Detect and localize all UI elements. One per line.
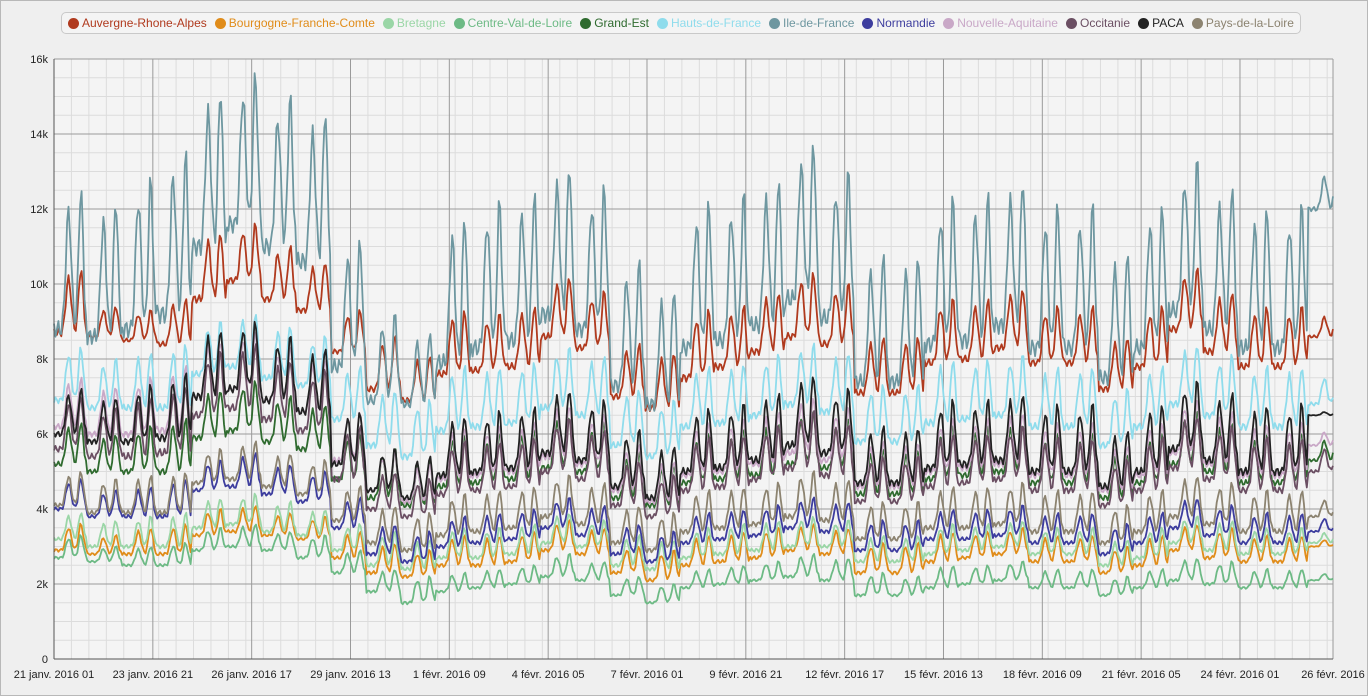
legend-label: PACA — [1152, 16, 1184, 30]
x-tick-label: 15 févr. 2016 13 — [904, 669, 983, 681]
legend: Auvergne-Rhone-Alpes Bourgogne-Franche-Co… — [61, 12, 1301, 34]
legend-label: Normandie — [876, 16, 936, 30]
legend-item[interactable]: Pays-de-la-Loire — [1191, 16, 1294, 30]
x-tick-label: 24 févr. 2016 01 — [1201, 669, 1280, 681]
legend-swatch — [1191, 17, 1203, 29]
legend-label: Centre-Val-de-Loire — [467, 16, 573, 30]
legend-swatch — [656, 17, 668, 29]
y-tick-label: 10k — [30, 279, 48, 291]
y-tick-label: 6k — [36, 429, 48, 441]
legend-swatch — [580, 17, 592, 29]
legend-label: Occitanie — [1080, 16, 1131, 30]
x-tick-label: 7 févr. 2016 01 — [611, 669, 684, 681]
legend-label: Bretagne — [396, 16, 446, 30]
x-tick-label: 26 janv. 2016 17 — [211, 669, 292, 681]
y-tick-label: 4k — [36, 504, 48, 516]
legend-item[interactable]: Normandie — [862, 16, 935, 30]
x-tick-label: 12 févr. 2016 17 — [805, 669, 884, 681]
legend-swatch — [1066, 17, 1077, 29]
legend-item[interactable]: Nouvelle-Aquitaine — [943, 16, 1058, 30]
x-tick-label: 23 janv. 2016 21 — [113, 669, 194, 681]
legend-item[interactable]: Auvergne-Rhone-Alpes — [68, 16, 207, 30]
x-tick-label: 4 févr. 2016 05 — [512, 669, 585, 681]
legend-label: Ile-de-France — [783, 16, 855, 30]
y-tick-label: 16k — [30, 54, 48, 66]
x-tick-label: 18 févr. 2016 09 — [1003, 669, 1082, 681]
legend-item[interactable]: Bretagne — [382, 16, 446, 30]
legend-item[interactable]: Occitanie — [1066, 16, 1130, 30]
series-lines — [53, 72, 1334, 606]
x-tick-label: 1 févr. 2016 09 — [413, 669, 486, 681]
legend-item[interactable]: Ile-de-France — [769, 16, 854, 30]
legend-label: Auvergne-Rhone-Alpes — [82, 16, 207, 30]
legend-swatch — [382, 17, 394, 29]
axes: 0 2k 4k 6k 8k 10k 12k 14k 16k 21 janv. 2016 01 23 … — [14, 54, 1365, 681]
series-line-normandie — [53, 452, 1334, 565]
legend-label: Nouvelle-Aquitaine — [957, 16, 1058, 30]
x-tick-label: 26 févr. 2016 — [1301, 669, 1365, 681]
legend-item[interactable]: Hauts-de-France — [656, 16, 761, 30]
legend-item[interactable]: PACA — [1138, 16, 1184, 30]
series-line-auvergne-rhone-alpes — [53, 222, 1334, 412]
legend-swatch — [943, 17, 955, 29]
legend-item[interactable]: Centre-Val-de-Loire — [453, 16, 573, 30]
x-tick-label: 21 janv. 2016 01 — [14, 669, 95, 681]
series-line-bourgogne-franche-comte — [53, 505, 1334, 583]
legend-item[interactable]: Bourgogne-Franche-Comte — [214, 16, 375, 30]
legend-swatch — [214, 17, 226, 29]
legend-swatch — [862, 17, 874, 29]
series-line-pays-de-la-loire — [53, 440, 1334, 554]
legend-swatch — [68, 17, 79, 29]
legend-label: Hauts-de-France — [670, 16, 761, 30]
legend-swatch — [1138, 17, 1150, 29]
y-tick-label: 0 — [42, 654, 48, 666]
y-tick-label: 8k — [36, 354, 48, 366]
x-tick-label: 29 janv. 2016 13 — [310, 669, 391, 681]
legend-swatch — [453, 17, 465, 29]
y-tick-label: 2k — [36, 579, 48, 591]
series-line-ile-de-france — [53, 72, 1334, 412]
series-line-centre-val-de-loire — [53, 523, 1334, 606]
legend-label: Pays-de-la-Loire — [1205, 16, 1294, 30]
y-tick-label: 14k — [30, 129, 48, 141]
legend-label: Bourgogne-Franche-Comte — [228, 16, 375, 30]
series-line-bretagne — [53, 492, 1334, 572]
x-tick-label: 9 févr. 2016 21 — [709, 669, 782, 681]
legend-item[interactable]: Grand-Est — [580, 16, 649, 30]
series-line-paca — [53, 320, 1334, 502]
y-tick-label: 12k — [30, 204, 48, 216]
series-line-occitanie — [53, 343, 1334, 520]
x-tick-label: 21 févr. 2016 05 — [1102, 669, 1181, 681]
legend-label: Grand-Est — [594, 16, 649, 30]
series-line-hauts-de-france — [53, 314, 1334, 461]
legend-swatch — [769, 17, 781, 29]
